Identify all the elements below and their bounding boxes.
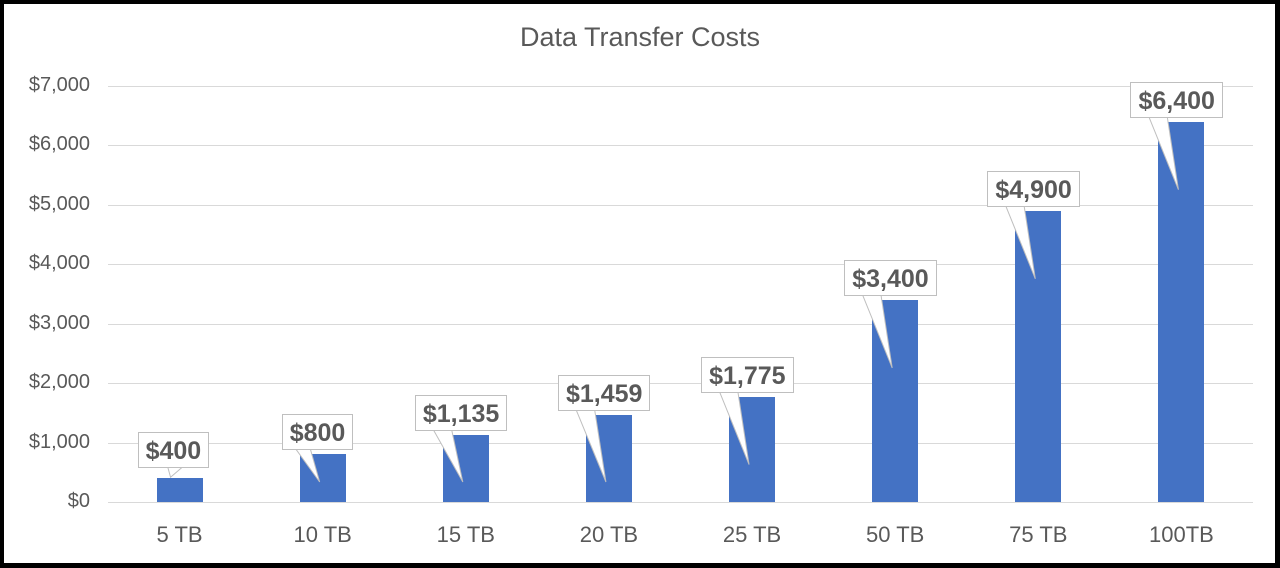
gridline — [108, 145, 1253, 147]
gridline — [108, 383, 1253, 385]
data-label-callout: $1,459 — [557, 375, 651, 412]
x-tick-label: 5 TB — [156, 522, 203, 547]
data-label-callout: $400 — [137, 432, 210, 469]
chart-frame — [4, 4, 1275, 563]
gridline — [108, 204, 1253, 206]
bar[interactable] — [1015, 210, 1062, 502]
y-tick-label: $2,000 — [28, 371, 90, 394]
y-tick-label: $4,000 — [28, 252, 90, 275]
data-label-callout: $3,400 — [844, 259, 937, 296]
chart-title: Data Transfer Costs — [519, 22, 761, 52]
y-tick-label: $0 — [67, 490, 90, 512]
y-tick-label: $7,000 — [28, 74, 90, 96]
data-label-callout: $1,135 — [414, 394, 508, 431]
y-tick-label: $1,000 — [28, 430, 90, 453]
x-tick-label: 25 TB — [722, 522, 782, 547]
data-label-callout: $6,400 — [1130, 81, 1223, 118]
data-label-callout: $800 — [281, 414, 354, 451]
data-label-callout: $1,775 — [701, 356, 794, 393]
x-tick-label: 50 TB — [866, 522, 925, 547]
x-tick-label: 100TB — [1149, 522, 1214, 547]
gridline — [108, 442, 1253, 444]
gridline — [108, 86, 1253, 87]
x-tick-label: 15 TB — [436, 522, 495, 547]
x-tick-label: 10 TB — [293, 522, 352, 547]
y-tick-label: $3,000 — [28, 311, 90, 334]
y-tick-label: $5,000 — [28, 192, 90, 215]
callout-pointer — [1148, 116, 1179, 190]
bar[interactable] — [156, 478, 203, 502]
gridline — [108, 502, 1253, 503]
data-label-callout: $4,900 — [987, 170, 1080, 207]
y-tick-label: $6,000 — [28, 133, 90, 156]
gridline — [108, 323, 1253, 325]
x-tick-label: 20 TB — [579, 522, 639, 547]
gridline — [108, 264, 1253, 266]
x-tick-label: 75 TB — [1009, 522, 1068, 547]
bar[interactable] — [1158, 121, 1205, 502]
